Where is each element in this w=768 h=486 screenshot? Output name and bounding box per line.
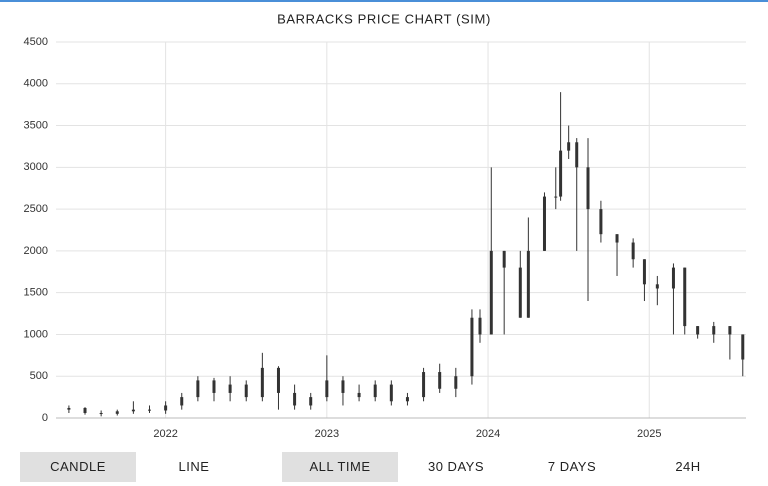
candle-body <box>615 234 619 243</box>
x-tick-label: 2024 <box>476 428 500 440</box>
candle-body <box>655 284 659 289</box>
y-tick-label: 1000 <box>24 328 48 340</box>
control-button[interactable]: 24H <box>675 459 701 474</box>
candle-body <box>502 250 506 268</box>
candle-body <box>478 317 482 335</box>
candle-body <box>575 142 579 168</box>
y-tick-label: 4000 <box>24 78 48 90</box>
candle-body <box>293 392 297 406</box>
chart: BARRACKS PRICE CHART (SIM) 0 500 1000 1500 2… <box>24 11 746 440</box>
candle-body <box>438 372 442 389</box>
y-tick-label: 4500 <box>24 36 48 48</box>
candle-body <box>586 167 590 210</box>
candle-body <box>115 411 119 414</box>
candle-body <box>728 326 732 335</box>
y-tick-label: 2000 <box>24 245 48 257</box>
candle-body <box>567 142 571 151</box>
y-tick-label: 500 <box>30 370 48 382</box>
candle-body <box>422 372 426 398</box>
candle-body <box>526 250 530 318</box>
candle-body <box>131 409 135 412</box>
top-border <box>0 0 768 2</box>
candle-body <box>67 407 71 410</box>
x-tick-label: 2023 <box>315 428 339 440</box>
candle-body <box>542 196 546 251</box>
candle-body <box>180 397 184 406</box>
chart-title: BARRACKS PRICE CHART (SIM) <box>277 11 491 26</box>
candle-body <box>164 405 168 411</box>
candle-body <box>741 334 745 360</box>
candle-body <box>341 380 345 393</box>
candle-body <box>405 397 409 402</box>
candle-body <box>196 380 200 398</box>
candle-body <box>325 380 329 398</box>
candle-body <box>454 376 458 389</box>
candle-body <box>554 196 558 198</box>
y-tick-label: 2500 <box>24 203 48 215</box>
candle-body <box>244 384 248 398</box>
candle-body <box>99 412 103 414</box>
candle-body <box>389 384 393 402</box>
candle-body <box>631 242 635 260</box>
x-tick-label: 2022 <box>153 428 177 440</box>
candle-body <box>309 397 313 406</box>
candle-body <box>212 380 216 393</box>
candle-body <box>671 267 675 289</box>
candle-body <box>83 407 87 413</box>
candle-body <box>642 259 646 285</box>
y-tick-label: 3000 <box>24 161 48 173</box>
candle-body <box>357 392 361 398</box>
candle-body <box>260 367 264 398</box>
candle-body <box>489 250 493 335</box>
candle-body <box>276 367 280 393</box>
control-button[interactable]: 30 DAYS <box>427 459 484 474</box>
candle-body <box>373 384 377 398</box>
candle-body <box>228 384 232 393</box>
x-tick-label: 2025 <box>637 428 661 440</box>
candle-body <box>712 326 716 335</box>
control-button[interactable]: 7 DAYS <box>547 459 597 474</box>
candle-body <box>518 267 522 318</box>
control-button[interactable]: ALL TIME <box>282 452 398 482</box>
control-button[interactable]: LINE <box>178 459 210 474</box>
candle-body <box>683 267 687 327</box>
control-button[interactable]: CANDLE <box>20 452 136 482</box>
candle-body <box>470 317 474 377</box>
y-tick-label: 0 <box>42 412 48 424</box>
y-tick-label: 3500 <box>24 119 48 131</box>
y-tick-label: 1500 <box>24 287 48 299</box>
candle-body <box>559 150 563 197</box>
candle-body <box>696 326 700 335</box>
candle-body <box>599 209 603 235</box>
candle-body <box>148 409 152 411</box>
